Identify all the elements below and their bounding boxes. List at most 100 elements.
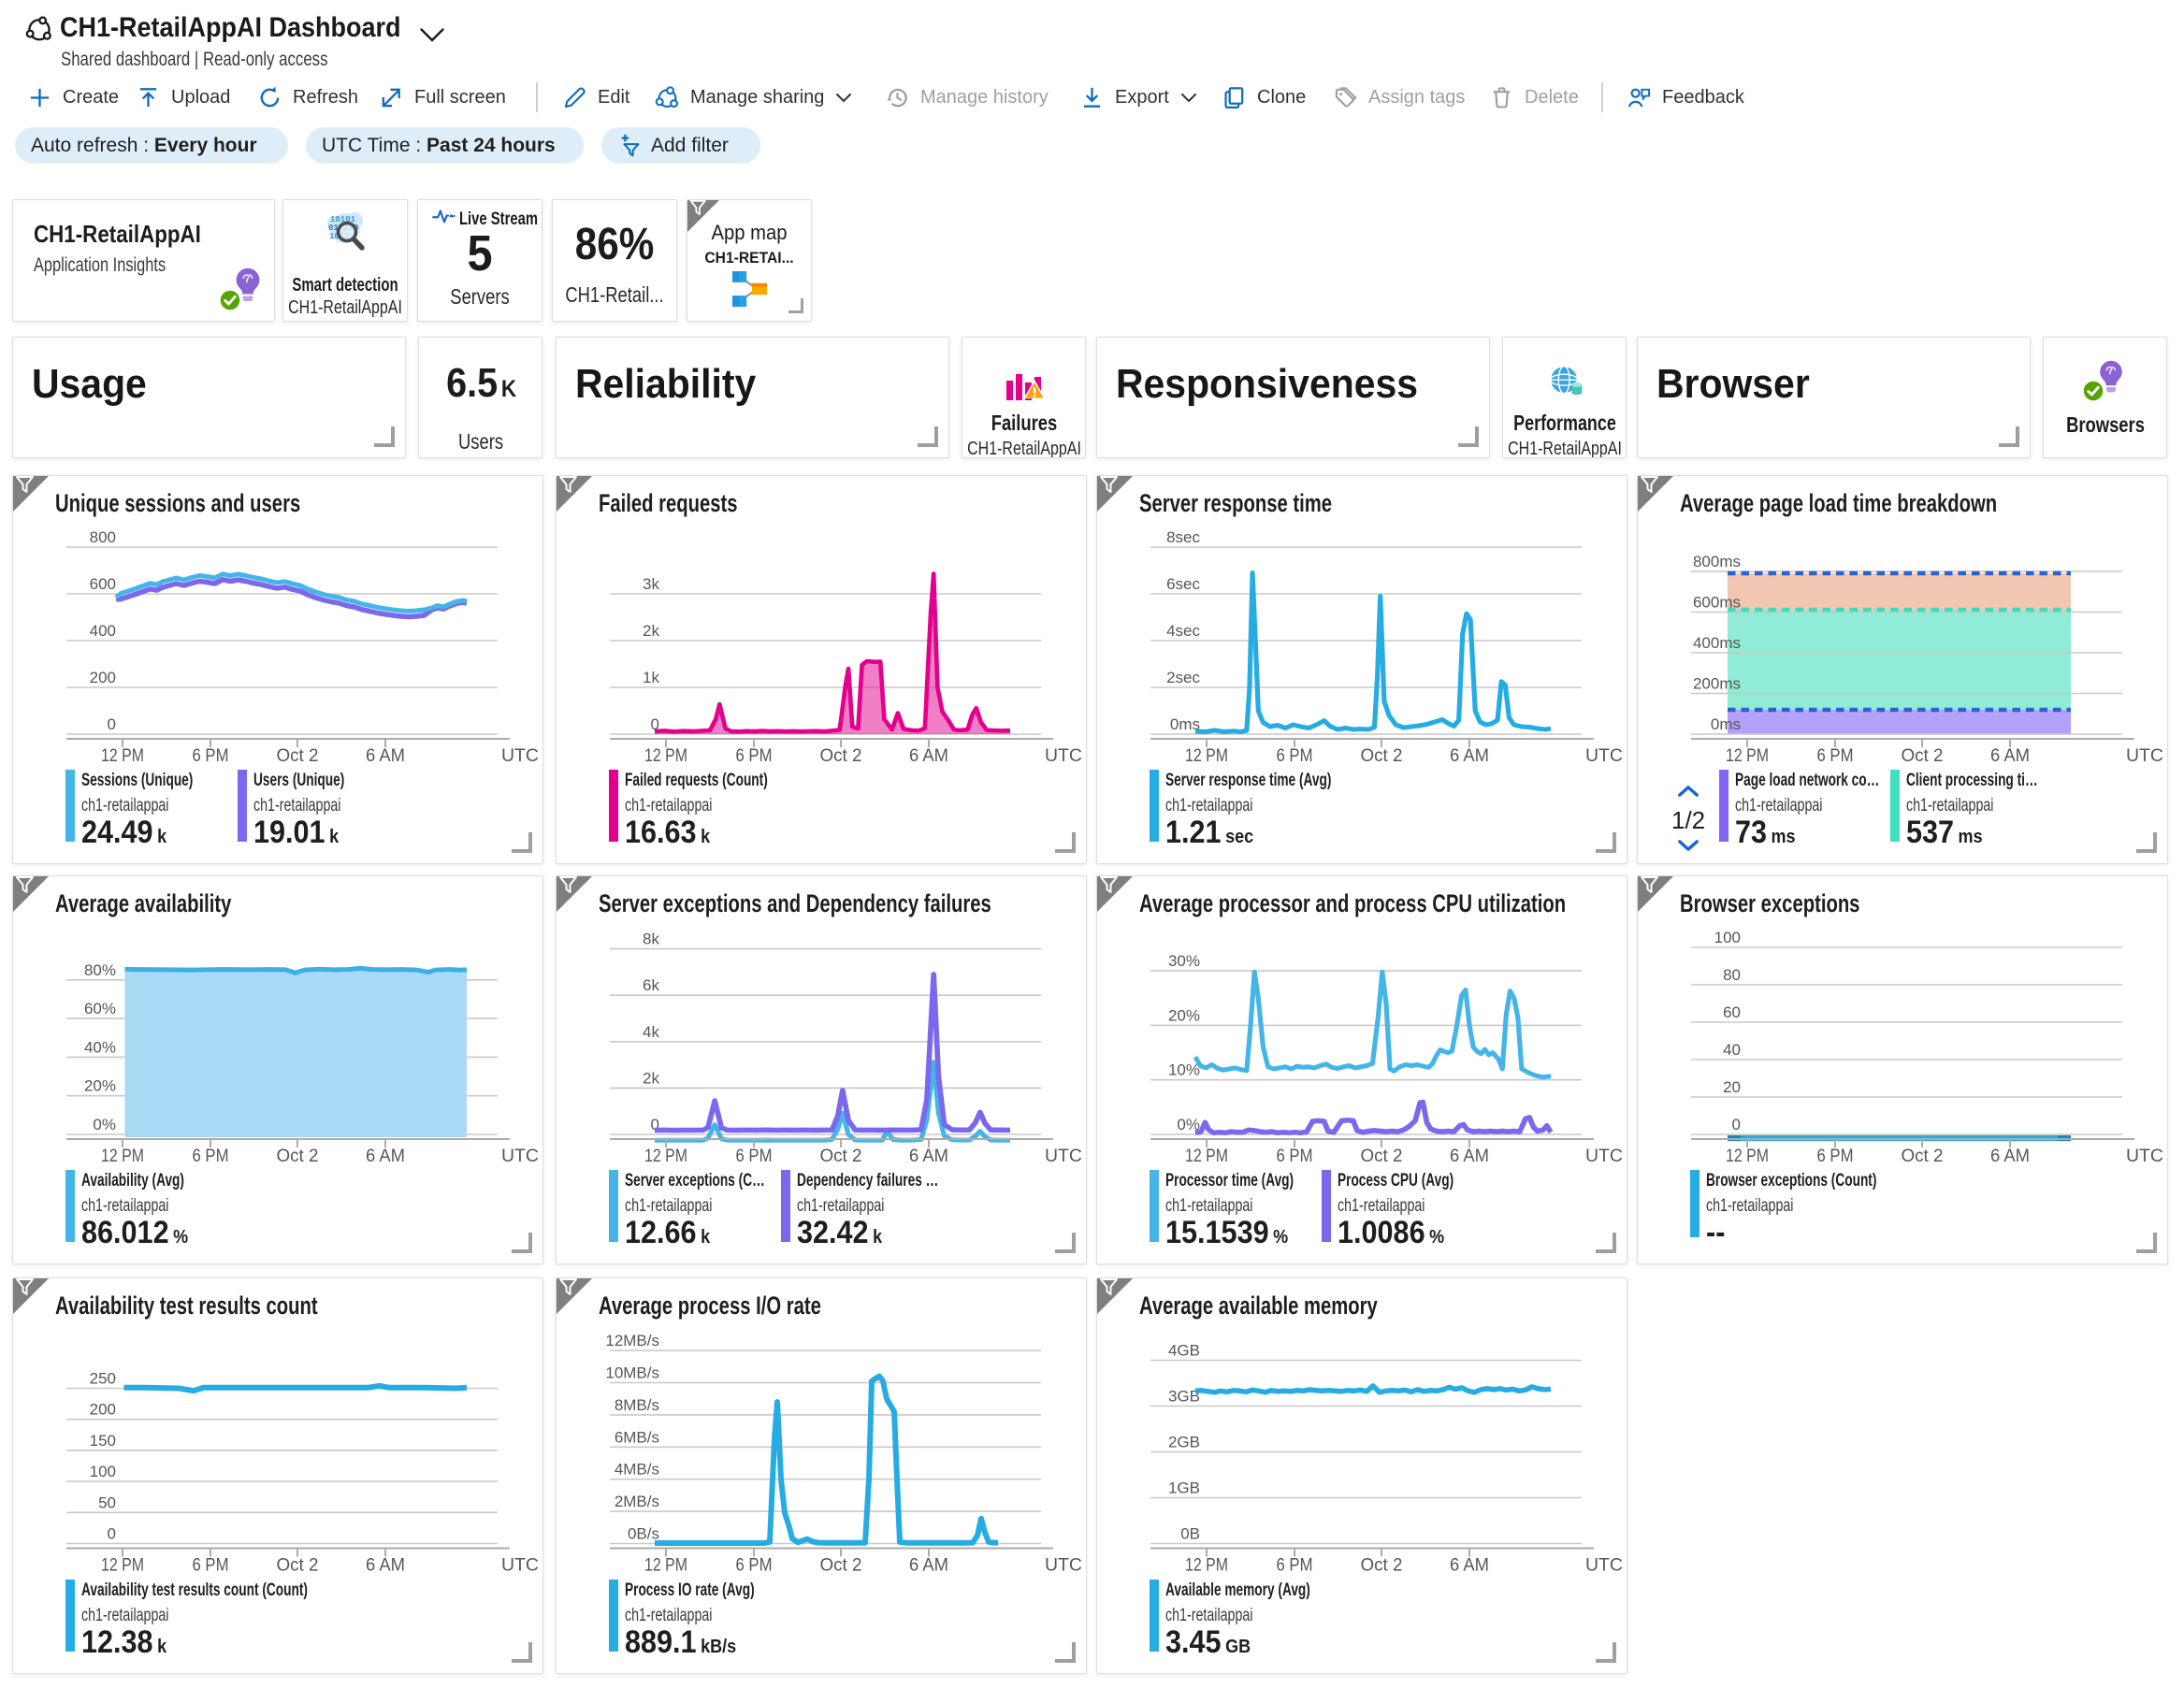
- svg-text:12 PM: 12 PM: [1726, 1147, 1769, 1166]
- svg-text:0ms: 0ms: [1170, 715, 1200, 733]
- svg-text:Oct 2: Oct 2: [1361, 1147, 1403, 1166]
- svg-text:6sec: 6sec: [1166, 575, 1200, 593]
- svg-text:Oct 2: Oct 2: [1361, 1556, 1403, 1576]
- svg-text:800: 800: [90, 528, 116, 546]
- svg-text:6 AM: 6 AM: [1990, 746, 2030, 766]
- svg-text:400ms: 400ms: [1693, 634, 1741, 652]
- svg-text:6 AM: 6 AM: [1990, 1147, 2030, 1166]
- svg-text:20: 20: [1723, 1078, 1741, 1096]
- svg-text:UTC: UTC: [501, 746, 539, 766]
- svg-text:6 PM: 6 PM: [1277, 1147, 1313, 1166]
- svg-text:250: 250: [90, 1370, 116, 1388]
- svg-text:12 PM: 12 PM: [1185, 1556, 1228, 1576]
- svg-text:2GB: 2GB: [1168, 1434, 1200, 1451]
- svg-text:100: 100: [90, 1463, 116, 1480]
- svg-text:10MB/s: 10MB/s: [605, 1364, 659, 1382]
- svg-text:6 AM: 6 AM: [1450, 746, 1489, 766]
- svg-text:6 PM: 6 PM: [1277, 746, 1313, 766]
- svg-text:0: 0: [108, 715, 116, 733]
- svg-text:6k: 6k: [643, 976, 659, 994]
- svg-text:20%: 20%: [84, 1077, 116, 1095]
- svg-text:2MB/s: 2MB/s: [615, 1493, 659, 1510]
- svg-text:0: 0: [1732, 1116, 1741, 1133]
- svg-text:12 PM: 12 PM: [1726, 746, 1769, 766]
- svg-text:Oct 2: Oct 2: [820, 746, 862, 766]
- svg-text:4MB/s: 4MB/s: [615, 1461, 659, 1479]
- svg-text:4GB: 4GB: [1168, 1342, 1200, 1360]
- svg-text:6 PM: 6 PM: [736, 1556, 773, 1576]
- svg-text:UTC: UTC: [1045, 1147, 1082, 1166]
- svg-text:200: 200: [90, 669, 116, 686]
- svg-text:0: 0: [651, 1116, 659, 1133]
- svg-text:100: 100: [1714, 929, 1741, 946]
- svg-text:0%: 0%: [93, 1116, 116, 1133]
- svg-text:0B: 0B: [1180, 1525, 1200, 1543]
- svg-text:40%: 40%: [84, 1038, 116, 1056]
- svg-text:3k: 3k: [643, 575, 659, 593]
- svg-text:0: 0: [108, 1525, 116, 1543]
- svg-text:6 PM: 6 PM: [1277, 1556, 1313, 1576]
- svg-text:6 AM: 6 AM: [366, 746, 405, 766]
- svg-text:60: 60: [1723, 1003, 1741, 1021]
- svg-text:6 AM: 6 AM: [909, 1147, 948, 1166]
- svg-text:80: 80: [1723, 966, 1741, 984]
- svg-text:12 PM: 12 PM: [1185, 1147, 1228, 1166]
- svg-text:UTC: UTC: [1045, 1556, 1082, 1576]
- svg-text:6 AM: 6 AM: [1450, 1147, 1489, 1166]
- svg-text:12 PM: 12 PM: [644, 746, 687, 766]
- svg-text:1k: 1k: [643, 669, 659, 686]
- svg-text:6 AM: 6 AM: [909, 746, 948, 766]
- svg-text:600: 600: [90, 575, 116, 593]
- svg-text:30%: 30%: [1168, 952, 1200, 970]
- svg-text:0%: 0%: [1177, 1116, 1200, 1133]
- svg-text:12 PM: 12 PM: [101, 746, 144, 766]
- svg-text:80%: 80%: [84, 961, 116, 979]
- svg-text:2k: 2k: [643, 622, 659, 640]
- svg-text:10101: 10101: [330, 215, 356, 224]
- svg-text:UTC: UTC: [501, 1556, 539, 1576]
- svg-text:2k: 2k: [643, 1069, 659, 1087]
- svg-text:50: 50: [98, 1494, 116, 1511]
- svg-text:400: 400: [90, 622, 116, 640]
- svg-text:Oct 2: Oct 2: [820, 1147, 862, 1166]
- svg-text:3GB: 3GB: [1168, 1388, 1200, 1406]
- svg-text:150: 150: [90, 1432, 116, 1450]
- svg-text:Oct 2: Oct 2: [277, 1147, 319, 1166]
- svg-text:12 PM: 12 PM: [644, 1556, 687, 1576]
- svg-text:4sec: 4sec: [1166, 622, 1200, 640]
- svg-text:Oct 2: Oct 2: [1902, 746, 1944, 766]
- svg-text:6 PM: 6 PM: [193, 1556, 229, 1576]
- svg-text:UTC: UTC: [1045, 746, 1082, 766]
- svg-text:UTC: UTC: [501, 1147, 539, 1166]
- svg-text:UTC: UTC: [1585, 1556, 1623, 1576]
- svg-text:8MB/s: 8MB/s: [615, 1396, 659, 1414]
- svg-text:6 PM: 6 PM: [1817, 746, 1854, 766]
- svg-text:12 PM: 12 PM: [644, 1147, 687, 1166]
- svg-text:UTC: UTC: [2126, 746, 2163, 766]
- svg-text:12 PM: 12 PM: [1185, 746, 1228, 766]
- svg-text:2sec: 2sec: [1166, 669, 1200, 686]
- svg-text:8sec: 8sec: [1166, 528, 1200, 546]
- svg-text:Oct 2: Oct 2: [277, 746, 319, 766]
- svg-text:12 PM: 12 PM: [101, 1556, 144, 1576]
- svg-text:6 AM: 6 AM: [366, 1556, 405, 1576]
- svg-text:0: 0: [651, 715, 659, 733]
- svg-text:12MB/s: 12MB/s: [605, 1332, 659, 1349]
- svg-text:Oct 2: Oct 2: [277, 1556, 319, 1576]
- svg-text:6 PM: 6 PM: [736, 1147, 773, 1166]
- svg-text:UTC: UTC: [1585, 1147, 1623, 1166]
- svg-text:UTC: UTC: [2126, 1147, 2163, 1166]
- svg-text:60%: 60%: [84, 1000, 116, 1017]
- svg-text:12 PM: 12 PM: [101, 1147, 144, 1166]
- svg-text:600ms: 600ms: [1693, 594, 1741, 612]
- svg-text:6 PM: 6 PM: [193, 1147, 229, 1166]
- svg-text:6 AM: 6 AM: [909, 1556, 948, 1576]
- svg-text:6 AM: 6 AM: [1450, 1556, 1489, 1576]
- svg-text:200: 200: [90, 1401, 116, 1419]
- svg-text:0ms: 0ms: [1711, 715, 1741, 733]
- svg-text:Oct 2: Oct 2: [820, 1556, 862, 1576]
- svg-text:800ms: 800ms: [1693, 553, 1741, 570]
- svg-text:6 AM: 6 AM: [366, 1147, 405, 1166]
- svg-text:UTC: UTC: [1585, 746, 1623, 766]
- svg-text:20%: 20%: [1168, 1006, 1200, 1024]
